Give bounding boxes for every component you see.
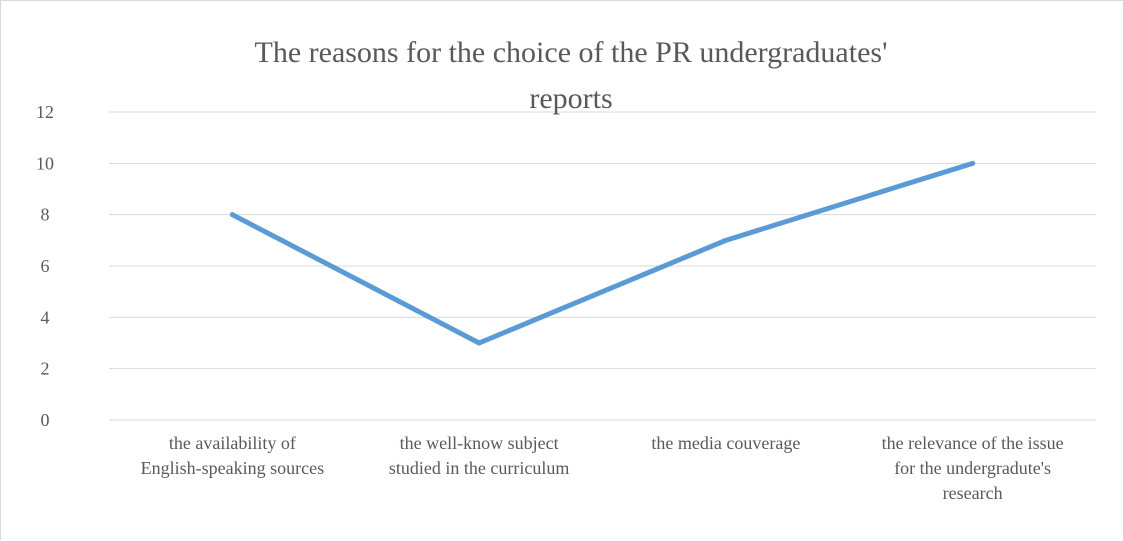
y-tick-label: 8 [41, 205, 50, 225]
y-tick-label: 0 [41, 410, 50, 430]
chart-title: The reasons for the choice of the PR und… [255, 36, 888, 115]
gridlines [109, 111, 1096, 421]
y-tick-label: 6 [41, 256, 50, 276]
x-category-label: the media couverage [651, 433, 800, 453]
data-point [229, 212, 235, 218]
x-axis-categories: the availability of English-speaking sour… [141, 433, 1064, 503]
chart-title-line: The reasons for the choice of the PR und… [255, 36, 888, 69]
chart-title-line: reports [529, 82, 612, 115]
x-category-label: the relevance of the issue for the underg… [882, 433, 1064, 503]
series-group [229, 160, 976, 346]
series-line [229, 160, 976, 346]
y-tick-label: 12 [36, 102, 54, 122]
data-point [723, 237, 729, 243]
data-point [970, 160, 976, 166]
y-tick-label: 2 [41, 359, 50, 379]
y-tick-label: 10 [36, 153, 54, 173]
data-point [476, 340, 482, 346]
x-category-label: the availability of English-speaking sour… [141, 433, 324, 478]
y-tick-label: 4 [41, 307, 50, 327]
x-category-label: the well-know subject studied in the curr… [389, 433, 569, 478]
y-axis-ticks: 0 2 4 6 8 10 12 [36, 102, 54, 430]
